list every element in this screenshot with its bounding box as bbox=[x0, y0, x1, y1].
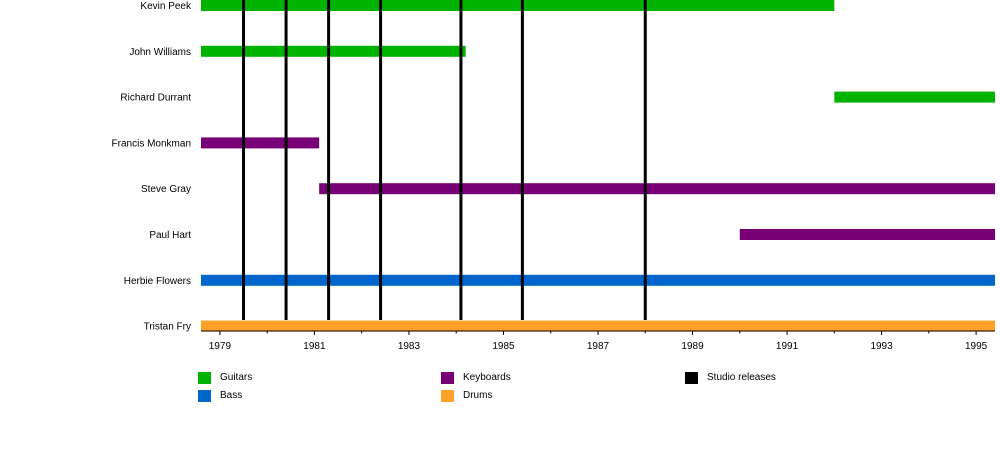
tick-label-1983: 1983 bbox=[398, 341, 421, 352]
legend-label-guitars: Guitars bbox=[220, 372, 253, 383]
member-bars bbox=[201, 0, 995, 332]
bar-steve-gray bbox=[319, 183, 995, 195]
bar-herbie-flowers bbox=[201, 274, 995, 286]
tick-label-1979: 1979 bbox=[209, 341, 232, 352]
release-lines bbox=[242, 0, 647, 320]
legend-label-drums: Drums bbox=[463, 390, 493, 401]
legend-swatch-studio-releases bbox=[685, 372, 698, 384]
bar-paul-hart bbox=[739, 229, 995, 240]
bar-richard-durrant bbox=[834, 91, 995, 103]
tick-label-1987: 1987 bbox=[587, 341, 610, 352]
x-axis: 1979 1981 1983 1985 1987 1989 1991 1993 1995 bbox=[201, 330, 995, 352]
member-label-herbie-flowers: Herbie Flowers bbox=[124, 276, 191, 287]
bar-francis-monkman bbox=[201, 137, 320, 149]
bar-tristan-fry bbox=[201, 320, 995, 332]
member-labels: Kevin Peek John Williams Richard Durrant Fr… bbox=[112, 1, 192, 333]
tick-label-1991: 1991 bbox=[776, 341, 799, 352]
member-label-paul-hart: Paul Hart bbox=[149, 230, 191, 241]
member-label-john-williams: John Williams bbox=[129, 47, 191, 58]
legend-swatch-bass bbox=[198, 390, 211, 402]
member-label-tristan-fry: Tristan Fry bbox=[144, 322, 191, 333]
member-label-richard-durrant: Richard Durrant bbox=[120, 93, 191, 104]
legend-label-keyboards: Keyboards bbox=[463, 372, 511, 383]
tick-label-1989: 1989 bbox=[681, 341, 704, 352]
tick-label-1981: 1981 bbox=[303, 341, 326, 352]
legend-swatch-drums bbox=[441, 390, 454, 402]
member-label-steve-gray: Steve Gray bbox=[141, 184, 191, 195]
tick-label-1995: 1995 bbox=[965, 341, 988, 352]
tick-label-1985: 1985 bbox=[492, 341, 515, 352]
legend-swatch-guitars bbox=[198, 372, 211, 384]
member-label-kevin-peek: Kevin Peek bbox=[140, 1, 192, 12]
bar-john-williams bbox=[201, 45, 466, 57]
legend-label-studio-releases: Studio releases bbox=[707, 372, 776, 383]
legend-swatch-keyboards bbox=[441, 372, 454, 384]
bar-kevin-peek bbox=[201, 0, 835, 11]
member-label-francis-monkman: Francis Monkman bbox=[112, 138, 191, 149]
tick-label-1993: 1993 bbox=[870, 341, 893, 352]
legend-label-bass: Bass bbox=[220, 390, 243, 401]
